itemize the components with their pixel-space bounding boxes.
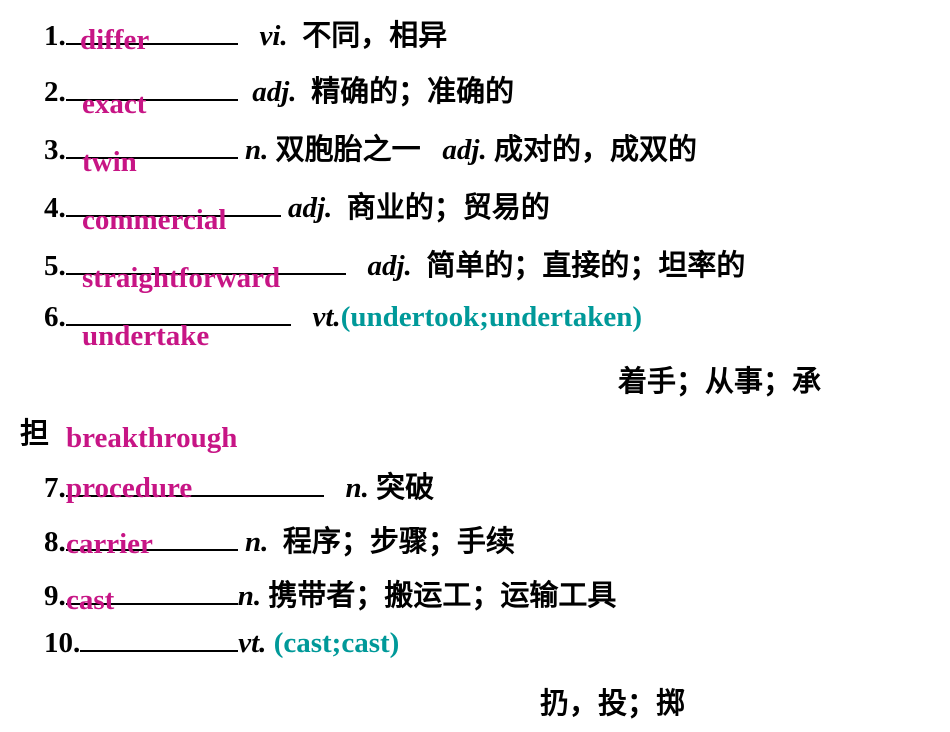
answer-6: undertake (82, 320, 209, 353)
pos-9: n. (238, 580, 261, 612)
answer-10: cast (66, 584, 114, 617)
pos-10: vt. (238, 627, 266, 659)
item-6-cont: 着手；从事；承 (20, 358, 930, 398)
answer-4: commercial (82, 204, 226, 237)
forms-10: (cast;cast) (274, 627, 400, 659)
num-9: 9. (44, 580, 66, 612)
def-5: 简单的；直接的；坦率的 (426, 250, 745, 282)
answer-5: straightforward (82, 262, 280, 295)
def-3b: 成对的，成双的 (494, 134, 697, 166)
pos-6: vt. (313, 301, 341, 333)
pos-2: adj. (252, 76, 296, 108)
num-6: 6. (44, 301, 66, 333)
pos-4: adj. (288, 192, 332, 224)
def-6b: 担 (20, 410, 49, 452)
item-7: 7. n. 突破 procedure (20, 464, 930, 506)
pos-5: adj. (368, 250, 412, 282)
item-2: 2. adj. 精确的；准确的 exact (20, 68, 930, 114)
num-5: 5. (44, 250, 66, 282)
item-10-cont: 扔，投；掷 (20, 680, 930, 720)
def-1: 不同，相异 (302, 20, 447, 52)
item-9: 9. n. 携带者；搬运工；运输工具 cast (20, 572, 930, 614)
item-3: 3. n. 双胞胎之一 adj. 成对的，成双的 twin (20, 126, 930, 172)
item-10: 10. vt. (cast;cast) (20, 626, 930, 668)
item-6-cont2: 担 breakthrough (20, 410, 930, 452)
answer-3: twin (82, 146, 137, 179)
def-9: 携带者；搬运工；运输工具 (268, 580, 616, 612)
pos-3: n. (245, 134, 268, 166)
line-9: 9. n. 携带者；搬运工；运输工具 (44, 572, 616, 614)
def-10: 扔，投；掷 (540, 680, 685, 722)
def-3: 双胞胎之一 (276, 134, 421, 166)
pos-1: vi. (260, 20, 288, 52)
forms-6: (undertook;undertaken) (341, 301, 642, 333)
def-6a: 着手；从事；承 (618, 358, 821, 400)
num-4: 4. (44, 192, 66, 224)
pos-7: n. (346, 472, 369, 504)
line-3: 3. n. 双胞胎之一 adj. 成对的，成双的 (44, 126, 697, 168)
num-3: 3. (44, 134, 66, 166)
answer-2: exact (82, 88, 146, 121)
item-8: 8. n. 程序；步骤；手续 carrier (20, 518, 930, 560)
pos-8: n. (245, 526, 268, 558)
item-1: 1. vi. 不同，相异 differ (20, 12, 930, 56)
item-6: 6. vt.(undertook;undertaken) undertake (20, 300, 930, 346)
answer-1: differ (80, 24, 149, 57)
def-4: 商业的；贸易的 (347, 192, 550, 224)
answer-8: procedure (66, 472, 192, 505)
num-1: 1. (44, 20, 66, 52)
answer-9: carrier (66, 528, 153, 561)
num-8: 8. (44, 526, 66, 558)
vocabulary-list: 1. vi. 不同，相异 differ 2. adj. 精确的；准确的 exac… (20, 12, 930, 732)
item-4: 4. adj. 商业的；贸易的 commercial (20, 184, 930, 230)
def-2: 精确的；准确的 (311, 76, 514, 108)
pos-3b: adj. (442, 134, 486, 166)
line-10: 10. vt. (cast;cast) (44, 626, 399, 660)
item-5: 5. adj. 简单的；直接的；坦率的 straightforward (20, 242, 930, 288)
num-2: 2. (44, 76, 66, 108)
answer-7: breakthrough (66, 422, 237, 455)
def-7: 突破 (376, 472, 434, 504)
def-8: 程序；步骤；手续 (283, 526, 515, 558)
num-7: 7. (44, 472, 66, 504)
num-10: 10. (44, 627, 80, 659)
